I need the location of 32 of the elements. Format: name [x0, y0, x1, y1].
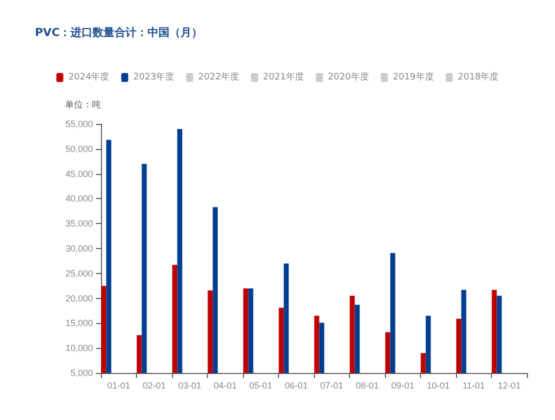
- y-tick-label: 10,000: [65, 343, 93, 354]
- x-tick-label: 06-01: [284, 380, 308, 390]
- y-tick-label: 55,000: [65, 119, 93, 129]
- legend-label: 2020年度: [328, 72, 369, 82]
- x-tick-label: 01-01: [107, 380, 130, 390]
- legend-label: 2018年度: [458, 72, 499, 82]
- x-tick-label: 03-01: [178, 380, 202, 390]
- x-tick-label: 09-01: [391, 380, 414, 390]
- chart-title: PVC：进口数量合计：中国（月）: [35, 26, 203, 39]
- y-tick-label: 15,000: [65, 318, 93, 328]
- legend-label: 2021年度: [263, 72, 304, 82]
- y-tick-label: 30,000: [65, 244, 93, 254]
- x-tick-label: 07-01: [320, 380, 344, 390]
- y-tick-label: 20,000: [65, 293, 93, 304]
- y-tick-label: 40,000: [65, 194, 93, 204]
- x-tick-label: 02-01: [142, 380, 166, 390]
- y-axis-title: 单位：吨: [65, 100, 101, 110]
- y-tick-label: 35,000: [65, 218, 93, 229]
- legend-label: 2023年度: [133, 72, 174, 82]
- y-tick-label: 25,000: [65, 268, 93, 278]
- y-tick-label: 50,000: [65, 144, 93, 154]
- legend-label: 2024年度: [68, 72, 110, 82]
- y-tick-label: 45,000: [65, 168, 93, 179]
- x-tick-label: 08-01: [356, 380, 379, 390]
- legend-label: 2022年度: [198, 72, 240, 82]
- x-tick-label: 12-01: [498, 380, 521, 390]
- x-tick-label: 04-01: [214, 380, 237, 390]
- legend-label: 2019年度: [392, 72, 434, 82]
- x-tick-label: 10-01: [426, 380, 450, 390]
- x-tick-label: 11-01: [462, 380, 485, 390]
- y-tick-label: 5,000: [70, 368, 93, 378]
- x-tick-label: 05-01: [249, 380, 272, 390]
